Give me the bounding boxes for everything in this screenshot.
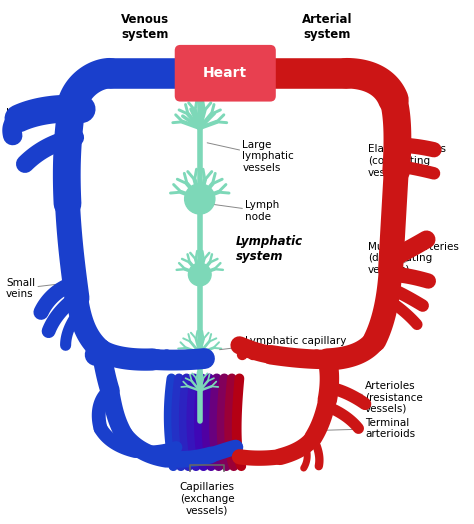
Circle shape [189,263,211,286]
Circle shape [185,184,215,214]
Text: Large
veins: Large veins [6,108,51,129]
Text: Lymphatic
system: Lymphatic system [236,235,303,263]
Text: Arterial
system: Arterial system [302,13,353,41]
Circle shape [259,350,268,359]
Text: Lymphatic capillary: Lymphatic capillary [219,335,346,350]
Circle shape [91,350,100,359]
Text: Venous
system: Venous system [121,13,169,41]
Text: Heart: Heart [203,66,247,80]
Text: Lymph
node: Lymph node [210,200,279,222]
Circle shape [118,350,127,359]
Circle shape [100,350,109,359]
Circle shape [301,350,311,359]
Circle shape [280,350,290,359]
Circle shape [312,350,321,359]
FancyBboxPatch shape [175,45,276,102]
Circle shape [323,350,332,359]
Circle shape [109,350,118,359]
Circle shape [237,350,247,359]
Circle shape [291,350,300,359]
Circle shape [162,350,172,359]
Circle shape [248,350,257,359]
Text: Small
veins: Small veins [6,278,57,299]
Text: Large
lymphatic
vessels: Large lymphatic vessels [207,140,294,173]
Circle shape [269,350,279,359]
Text: Elastic arteries
(conducting
vessels): Elastic arteries (conducting vessels) [368,145,446,178]
Text: Capillaries
(exchange
vessels): Capillaries (exchange vessels) [180,482,235,516]
Text: Terminal
arterioids: Terminal arterioids [325,418,415,439]
Circle shape [136,350,145,359]
Circle shape [127,350,136,359]
Circle shape [144,350,154,359]
Circle shape [153,350,163,359]
Text: Arterioles
(resistance
vessels): Arterioles (resistance vessels) [344,380,423,414]
Text: Muscular arteries
(distributing
vessels): Muscular arteries (distributing vessels) [368,242,459,275]
